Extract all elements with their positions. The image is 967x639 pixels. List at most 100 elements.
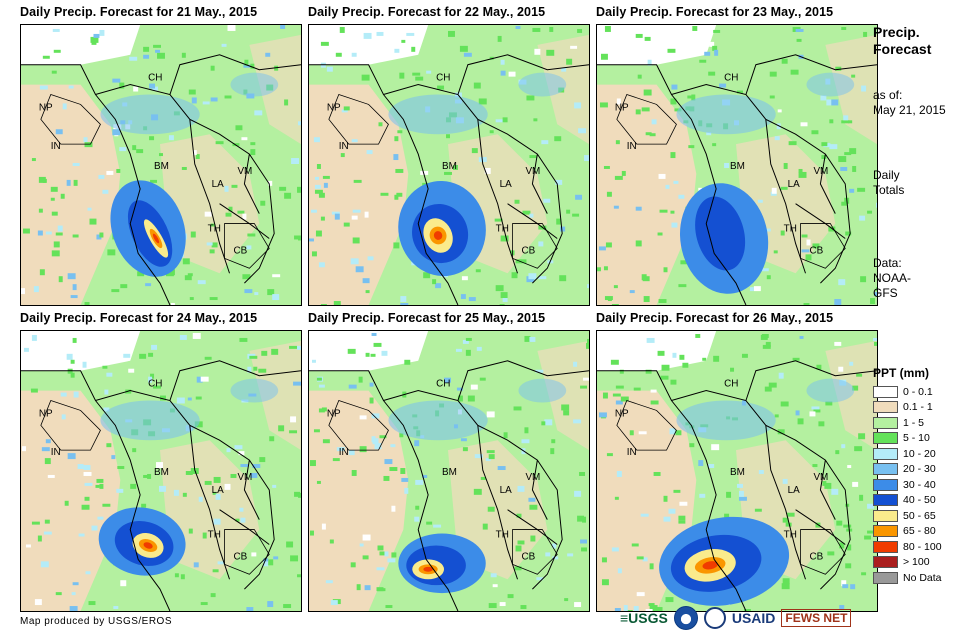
precip-cell: [762, 344, 771, 349]
precip-cell: [665, 184, 670, 189]
precip-cell: [851, 74, 856, 78]
legend-label: 80 - 100: [903, 540, 942, 553]
precip-cell: [400, 303, 409, 305]
precip-cell: [462, 447, 468, 452]
precip-cell: [387, 558, 396, 563]
precip-cell: [200, 602, 208, 606]
precip-cell: [401, 39, 406, 43]
precip-cell: [713, 355, 720, 362]
precip-cell: [394, 136, 399, 142]
precip-cell: [69, 606, 78, 611]
usaid-logo: USAID: [731, 610, 776, 626]
precip-cell: [128, 368, 135, 373]
precip-cell: [606, 453, 613, 457]
rain-blob-extreme: [143, 542, 153, 549]
precip-cell: [636, 556, 644, 560]
country-label-bm: BM: [154, 161, 169, 172]
precip-cell: [309, 460, 316, 467]
precip-cell: [280, 25, 286, 29]
precip-cell: [365, 352, 370, 357]
country-label-cb: CB: [809, 245, 823, 256]
precip-cell: [379, 551, 385, 556]
precip-cell: [647, 59, 652, 66]
precip-cell: [279, 186, 287, 191]
precip-cell: [798, 171, 807, 178]
precip-cell: [195, 154, 200, 160]
precip-cell: [235, 518, 240, 522]
precip-cell: [520, 259, 527, 264]
precip-cell: [786, 512, 795, 517]
precip-cell: [852, 165, 857, 172]
precip-cell: [323, 182, 328, 188]
precip-cell: [38, 176, 46, 183]
precip-cell: [401, 477, 409, 482]
precip-cell: [645, 369, 652, 374]
precip-cell: [626, 610, 633, 611]
precip-cell: [563, 410, 570, 416]
precip-cell: [488, 603, 497, 609]
precip-cell: [825, 401, 833, 406]
precip-cell: [33, 286, 39, 293]
precip-cell: [206, 242, 213, 246]
precip-cell: [876, 287, 877, 292]
precip-cell: [53, 49, 61, 53]
country-label-vm: VM: [525, 166, 540, 177]
precip-cell: [843, 115, 849, 121]
precip-cell: [645, 132, 652, 136]
precip-cell: [758, 470, 764, 474]
precip-cell: [42, 178, 47, 183]
country-label-np: NP: [327, 408, 341, 419]
precip-cell: [260, 200, 266, 206]
precip-cell: [460, 294, 466, 300]
precip-cell: [400, 468, 406, 474]
precip-cell: [72, 337, 77, 343]
precip-cell: [617, 568, 622, 574]
precip-cell: [326, 66, 333, 72]
precip-cell: [769, 71, 777, 77]
precip-cell: [330, 600, 338, 606]
precip-cell: [663, 495, 668, 502]
precip-cell: [136, 149, 144, 154]
precip-cell: [827, 551, 835, 556]
precip-cell: [89, 218, 97, 225]
precip-cell: [620, 396, 629, 402]
precip-cell: [849, 188, 855, 193]
precip-cell: [844, 152, 852, 156]
precip-cell: [132, 145, 137, 151]
precip-cell: [210, 97, 218, 102]
precip-cell: [242, 213, 247, 220]
panel-title: Daily Precip. Forecast for 25 May., 2015: [308, 311, 546, 325]
precip-cell: [314, 189, 323, 194]
precip-cell: [57, 225, 63, 232]
precip-cell: [574, 102, 582, 109]
precip-cell: [160, 395, 166, 401]
precip-cell: [143, 474, 150, 478]
precip-cell: [663, 267, 668, 273]
legend-item: 20 - 30: [873, 462, 942, 478]
precip-cell: [508, 71, 516, 77]
precip-cell: [811, 130, 819, 135]
precip-cell: [671, 222, 678, 228]
precip-cell: [824, 482, 832, 489]
precip-cell: [137, 271, 145, 277]
precip-cell: [435, 283, 442, 289]
precip-cell: [470, 384, 478, 390]
precip-cell: [215, 141, 224, 145]
precip-cell: [566, 209, 571, 214]
precip-cell: [719, 83, 727, 88]
precip-cell: [272, 484, 277, 488]
legend-item: 10 - 20: [873, 446, 942, 462]
precip-cell: [111, 455, 116, 460]
precip-cell: [113, 606, 119, 610]
forecast-panel: Daily Precip. Forecast for 25 May., 2015…: [308, 311, 590, 612]
legend-label: 0 - 0.1: [903, 385, 933, 398]
precip-cell: [153, 385, 161, 389]
panel-title: Daily Precip. Forecast for 23 May., 2015: [596, 5, 834, 19]
country-label-ch: CH: [724, 379, 738, 390]
precip-cell: [247, 366, 252, 373]
precip-cell: [777, 109, 782, 113]
precip-cell: [228, 206, 233, 212]
legend-swatch: [873, 432, 898, 445]
precip-cell: [777, 429, 785, 435]
precip-cell: [316, 377, 322, 381]
